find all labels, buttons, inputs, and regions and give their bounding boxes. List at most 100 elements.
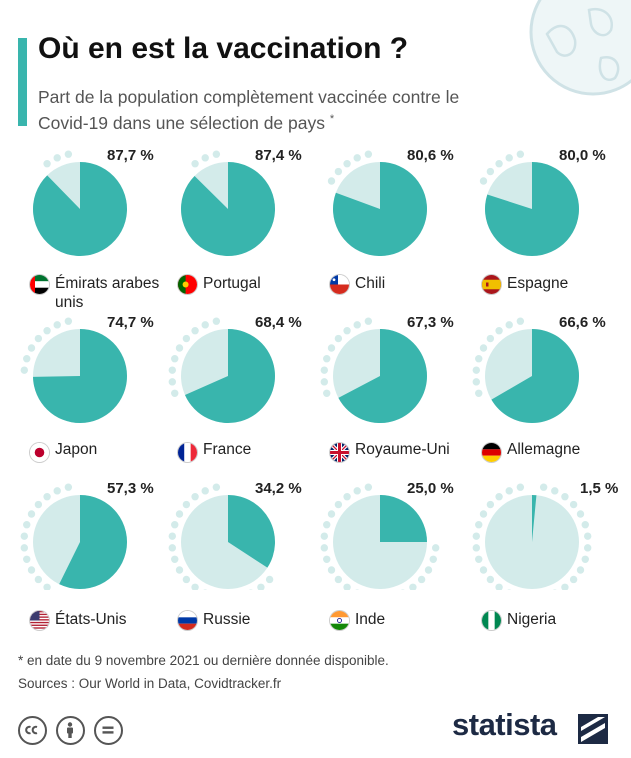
progress-dot	[248, 589, 253, 590]
pie-vaccinated-slice	[184, 329, 275, 423]
progress-dot	[43, 327, 51, 335]
progress-dot	[343, 327, 351, 335]
progress-dot	[472, 366, 481, 374]
progress-dot	[472, 532, 481, 540]
pie-cell: 57,3 % États-Unis	[18, 478, 170, 638]
pie-vaccinated-slice	[181, 162, 276, 256]
progress-dot	[343, 493, 351, 501]
progress-dot	[400, 589, 405, 590]
progress-dot	[486, 167, 495, 176]
progress-dot	[539, 483, 548, 491]
progress-dot	[576, 510, 585, 518]
flag-icon-ng	[482, 611, 501, 630]
pie-cell: 80,0 % Espagne	[470, 145, 622, 305]
progress-dot	[364, 150, 373, 158]
progress-dot	[327, 344, 336, 352]
progress-dot	[182, 500, 191, 509]
progress-dot	[353, 154, 361, 162]
pie-vaccinated-slice	[59, 495, 128, 589]
pie-chart	[20, 483, 128, 590]
progress-dot	[479, 177, 488, 185]
progress-dot	[561, 583, 569, 590]
progress-dot	[53, 321, 61, 329]
progress-dot	[472, 378, 481, 386]
progress-dot	[327, 510, 336, 518]
pie-vaccinated-slice	[485, 162, 580, 256]
progress-dot	[53, 154, 61, 162]
progress-dot	[475, 355, 483, 363]
pie-chart	[472, 317, 580, 423]
progress-dot	[343, 583, 351, 590]
by-person-icon	[56, 716, 85, 745]
flag-icon-in	[330, 611, 349, 630]
progress-dot	[23, 555, 31, 563]
progress-dot	[20, 544, 29, 552]
country-label: Allemagne	[507, 441, 581, 458]
country-label: États-Unis	[55, 611, 127, 628]
progress-dot	[576, 566, 585, 574]
country-label: Espagne	[507, 275, 569, 292]
flag-icon-cl	[330, 275, 349, 294]
pie-cell: 67,3 % Royaume-Uni	[318, 312, 470, 472]
progress-dot	[507, 589, 512, 590]
country-label: Inde	[355, 611, 386, 628]
pie-vaccinated-slice	[33, 329, 128, 423]
progress-dot	[27, 510, 36, 518]
percent-label: 66,6 %	[559, 314, 606, 331]
flag-icon-es	[482, 275, 501, 294]
progress-dot	[583, 532, 592, 540]
progress-dot	[257, 583, 265, 590]
progress-dot	[27, 344, 36, 352]
pie-chart	[168, 317, 275, 423]
percent-label: 1,5 %	[580, 480, 619, 497]
progress-dot	[53, 487, 61, 495]
flag-icon-ae	[30, 275, 49, 294]
progress-dot	[203, 589, 208, 590]
progress-dot	[175, 344, 184, 352]
progress-dot	[479, 510, 488, 518]
progress-dot	[201, 154, 209, 162]
progress-dot	[171, 389, 179, 397]
pie-cell: 1,5 % Nigeria	[470, 478, 622, 638]
progress-dot	[417, 575, 426, 584]
progress-dot	[175, 510, 184, 518]
progress-dot	[168, 532, 177, 540]
progress-dot	[569, 500, 578, 509]
progress-dot	[323, 521, 331, 529]
progress-dot	[191, 493, 199, 501]
country-label: Japon	[55, 441, 98, 458]
flag-icon-gb	[330, 443, 349, 462]
progress-dot	[353, 321, 361, 329]
progress-dot	[516, 150, 525, 158]
chart-subtitle: Part de la population complètement vacci…	[38, 87, 460, 133]
country-label: Russie	[203, 611, 251, 628]
progress-dot	[201, 321, 209, 329]
flag-icon-de	[482, 443, 501, 462]
pie-cell: 66,6 % Allemagne	[470, 312, 622, 472]
progress-dot	[364, 483, 373, 491]
country-label: France	[203, 441, 252, 458]
percent-label: 57,3 %	[107, 480, 154, 497]
progress-dot	[23, 355, 31, 363]
progress-dot	[27, 566, 36, 574]
country-label: Nigeria	[507, 611, 557, 628]
progress-dot	[168, 544, 177, 552]
progress-dot	[43, 160, 51, 168]
progress-dot	[495, 327, 503, 335]
progress-dot	[343, 160, 351, 168]
progress-dot	[64, 317, 73, 325]
progress-dot	[424, 566, 433, 574]
progress-dot	[479, 344, 488, 352]
flag-icon-pt	[178, 275, 197, 294]
percent-label: 25,0 %	[407, 480, 454, 497]
chart-title: Où en est la vaccination ?	[38, 32, 409, 65]
progress-dot	[431, 544, 440, 552]
progress-dot	[334, 575, 343, 584]
progress-dot	[212, 483, 221, 491]
percent-label: 80,0 %	[559, 147, 606, 164]
progress-dot	[320, 544, 329, 552]
pie-cell: 25,0 % Inde	[318, 478, 470, 638]
progress-dot	[327, 177, 336, 185]
progress-dot	[581, 521, 589, 529]
progress-dot	[561, 493, 569, 501]
